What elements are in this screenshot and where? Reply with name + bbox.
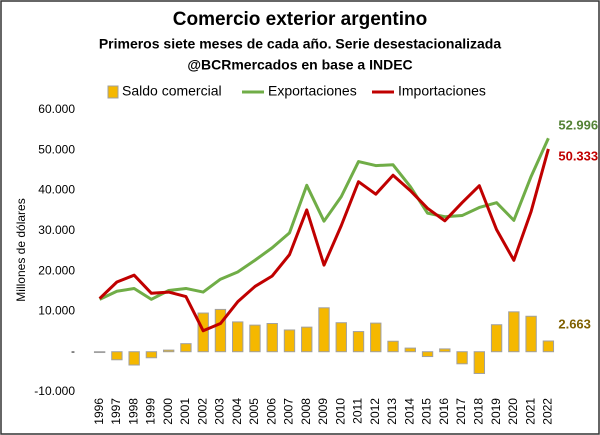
x-tick-label: 2001 <box>178 398 192 425</box>
data-label: 50.333 <box>558 148 598 163</box>
x-tick-label: 1998 <box>126 398 140 425</box>
y-tick-label: - <box>71 344 75 358</box>
legend-swatch <box>107 85 119 99</box>
bar <box>283 329 296 353</box>
x-tick-label: 2009 <box>316 398 330 425</box>
bar <box>318 307 330 353</box>
x-tick-label: 2014 <box>402 398 416 425</box>
chart-subtitle: Primeros siete meses de cada año. Serie … <box>99 36 502 52</box>
x-tick-label: 1997 <box>109 398 123 425</box>
y-tick-label: 40.000 <box>38 183 75 197</box>
y-tick-label: 30.000 <box>38 223 75 237</box>
line <box>98 148 550 333</box>
x-tick-label: 2010 <box>333 398 347 425</box>
bar <box>301 326 313 353</box>
bar <box>404 347 416 353</box>
bar <box>542 340 555 353</box>
x-tick-label: 2011 <box>351 398 365 424</box>
bar <box>456 351 468 365</box>
legend-label: Importaciones <box>398 83 486 99</box>
y-tick-label: 60.000 <box>38 102 75 116</box>
chart-subtitle: @BCRmercados en base a INDEC <box>187 57 412 73</box>
x-tick-label: 2016 <box>437 398 451 425</box>
x-tick-label: 2020 <box>506 398 520 425</box>
x-tick-label: 2000 <box>161 398 175 425</box>
bar <box>214 308 227 353</box>
bar <box>335 322 347 353</box>
bar <box>93 351 106 354</box>
legend-label: Exportaciones <box>268 83 357 99</box>
x-tick-label: 2015 <box>420 398 434 425</box>
chart-title: Comercio exterior argentino <box>173 9 427 30</box>
bar <box>387 340 399 353</box>
bar <box>145 351 158 359</box>
bar <box>439 348 451 353</box>
line <box>98 137 550 301</box>
x-tick-label: 2018 <box>472 398 486 425</box>
bar <box>232 321 244 353</box>
x-tick-label: 2005 <box>247 398 261 425</box>
bar <box>249 324 261 353</box>
y-axis-label: Millones de dólares <box>14 198 28 301</box>
bar <box>162 349 175 353</box>
bar <box>508 311 520 353</box>
bar <box>180 343 192 353</box>
x-tick-label: 1996 <box>92 398 106 425</box>
bar <box>266 323 278 353</box>
bar <box>197 312 209 353</box>
bar <box>421 351 434 358</box>
x-tick-label: 2003 <box>213 398 227 425</box>
data-label: 2.663 <box>558 316 591 331</box>
x-tick-label: 2004 <box>230 398 244 425</box>
bar <box>370 322 382 353</box>
x-tick-label: 2008 <box>299 398 313 425</box>
bar <box>111 351 123 361</box>
data-label: 52.996 <box>558 118 598 133</box>
x-tick-label: 2007 <box>282 398 296 425</box>
bar <box>525 315 537 353</box>
x-tick-label: 2006 <box>264 398 278 425</box>
x-tick-label: 2002 <box>195 398 209 425</box>
bar <box>473 351 486 374</box>
x-tick-label: 2021 <box>523 398 537 425</box>
x-tick-label: 2013 <box>385 398 399 425</box>
y-tick-label: 10.000 <box>38 304 75 318</box>
bar <box>490 324 503 353</box>
y-tick-label: 50.000 <box>38 142 75 156</box>
x-tick-label: 2022 <box>541 398 555 425</box>
bar <box>352 331 365 353</box>
bar <box>128 351 140 366</box>
y-tick-label: 20.000 <box>38 263 75 277</box>
x-tick-label: 2019 <box>489 398 503 425</box>
x-tick-label: 1999 <box>144 398 158 425</box>
legend-label: Saldo comercial <box>122 83 222 99</box>
y-tick-label: -10.000 <box>34 384 75 398</box>
x-tick-label: 2017 <box>454 398 468 425</box>
x-tick-label: 2012 <box>368 398 382 425</box>
